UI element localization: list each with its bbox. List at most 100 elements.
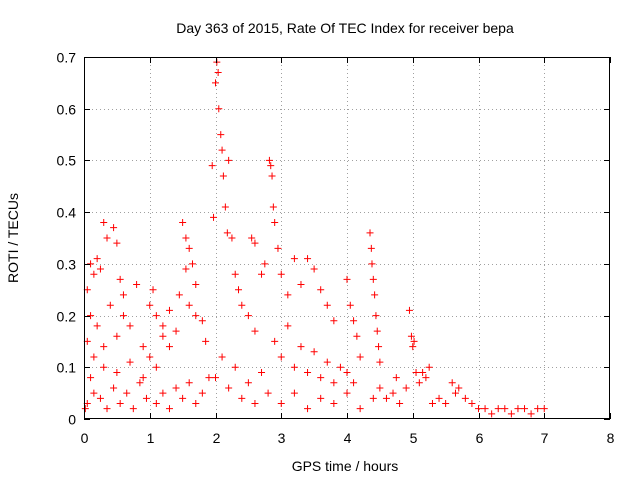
data-point bbox=[396, 399, 404, 407]
data-point bbox=[297, 343, 305, 351]
data-point bbox=[133, 281, 141, 289]
data-point bbox=[218, 353, 226, 361]
data-point bbox=[435, 394, 443, 402]
data-point bbox=[422, 374, 430, 382]
data-point bbox=[251, 239, 259, 247]
y-tick-label: 0.2 bbox=[57, 309, 77, 325]
data-point bbox=[367, 244, 375, 252]
data-point bbox=[304, 405, 312, 413]
data-point bbox=[165, 343, 173, 351]
y-tick-label: 0.4 bbox=[57, 205, 77, 221]
y-tick-label: 0.5 bbox=[57, 153, 77, 169]
data-point bbox=[212, 79, 219, 87]
data-point bbox=[217, 131, 225, 139]
data-point bbox=[235, 286, 243, 294]
data-point bbox=[258, 368, 266, 376]
data-point bbox=[93, 255, 101, 263]
data-point bbox=[93, 322, 101, 330]
x-tick-label: 7 bbox=[541, 430, 549, 446]
data-point bbox=[218, 146, 226, 154]
x-tick-label: 8 bbox=[607, 430, 615, 446]
data-point bbox=[310, 265, 318, 273]
data-point bbox=[277, 399, 285, 407]
data-point bbox=[428, 399, 436, 407]
data-point bbox=[119, 291, 127, 299]
data-point bbox=[455, 384, 463, 392]
data-point bbox=[146, 353, 154, 361]
x-axis-label: GPS time / hours bbox=[292, 458, 399, 474]
data-point bbox=[392, 374, 400, 382]
data-point bbox=[106, 301, 114, 309]
data-point bbox=[215, 105, 223, 113]
data-point bbox=[126, 358, 134, 366]
data-point bbox=[540, 405, 548, 413]
data-point bbox=[267, 162, 275, 170]
data-point bbox=[274, 244, 282, 252]
data-point bbox=[261, 260, 269, 268]
data-point bbox=[165, 405, 173, 413]
data-point bbox=[353, 332, 361, 340]
data-point bbox=[221, 203, 229, 211]
data-point bbox=[165, 306, 173, 314]
data-point bbox=[415, 379, 423, 387]
data-point bbox=[451, 389, 459, 397]
data-point bbox=[175, 291, 183, 299]
data-point bbox=[192, 281, 200, 289]
x-tick-label: 4 bbox=[344, 430, 352, 446]
data-point bbox=[336, 363, 344, 371]
data-point bbox=[494, 405, 502, 413]
data-point bbox=[188, 260, 196, 268]
axis-ticks: 0 1 2 3 4 5 6 7 8 0 0.1 0.2 0.3 0.4 0.5 0.6 0.7 bbox=[57, 50, 615, 447]
data-point bbox=[317, 374, 325, 382]
data-point bbox=[100, 363, 108, 371]
data-point bbox=[110, 384, 118, 392]
data-point bbox=[304, 368, 312, 376]
data-point bbox=[371, 291, 379, 299]
data-point bbox=[113, 332, 121, 340]
data-point bbox=[271, 218, 279, 226]
data-point bbox=[185, 244, 193, 252]
data-point bbox=[100, 218, 108, 226]
data-point bbox=[202, 337, 210, 345]
x-tick-label: 1 bbox=[147, 430, 155, 446]
data-point bbox=[265, 156, 273, 164]
data-point bbox=[501, 405, 509, 413]
data-point bbox=[159, 332, 167, 340]
data-point bbox=[343, 389, 351, 397]
x-tick-label: 0 bbox=[81, 430, 89, 446]
data-point bbox=[290, 389, 298, 397]
y-tick-label: 0.3 bbox=[57, 257, 77, 273]
data-point bbox=[126, 322, 134, 330]
data-point bbox=[123, 389, 131, 397]
data-point bbox=[317, 286, 325, 294]
data-point bbox=[87, 312, 95, 320]
data-point bbox=[277, 270, 285, 278]
data-point bbox=[461, 394, 469, 402]
data-point bbox=[248, 234, 256, 242]
data-point bbox=[317, 394, 325, 402]
data-point bbox=[304, 255, 312, 263]
data-point bbox=[343, 368, 351, 376]
data-point bbox=[159, 389, 167, 397]
data-point bbox=[142, 394, 150, 402]
data-point bbox=[179, 218, 187, 226]
data-point bbox=[172, 327, 180, 335]
data-point bbox=[323, 358, 331, 366]
data-point bbox=[100, 343, 108, 351]
data-point bbox=[475, 405, 482, 413]
data-point bbox=[103, 234, 111, 242]
y-axis-label: ROTI / TECUs bbox=[5, 193, 21, 283]
data-point bbox=[103, 405, 111, 413]
data-point bbox=[346, 301, 354, 309]
data-point bbox=[238, 301, 246, 309]
data-point bbox=[159, 322, 167, 330]
data-point bbox=[212, 374, 219, 382]
data-point bbox=[350, 379, 358, 387]
data-point bbox=[113, 239, 121, 247]
data-point bbox=[244, 379, 252, 387]
data-point bbox=[152, 399, 160, 407]
data-point bbox=[238, 394, 246, 402]
data-point bbox=[410, 337, 418, 345]
data-point bbox=[192, 399, 200, 407]
data-point bbox=[407, 332, 415, 340]
